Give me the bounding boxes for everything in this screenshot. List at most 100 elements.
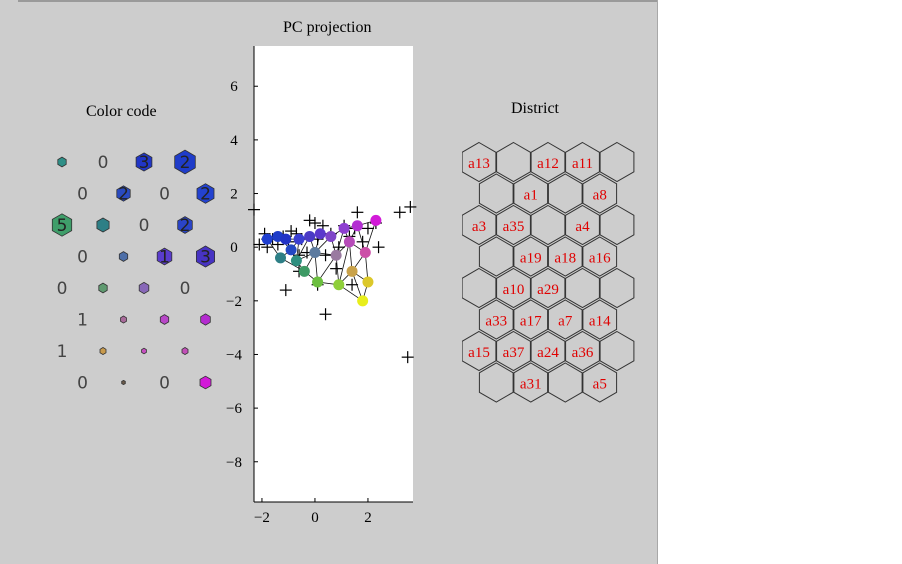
pc-projection-plot: 6 4 2 0 −2 −4 −6 −8 −2 0 2 bbox=[226, 46, 417, 526]
district-cell bbox=[530, 330, 566, 372]
district-label: a10 bbox=[503, 282, 525, 298]
y-tick-label: 4 bbox=[230, 133, 238, 149]
pc-projection-title: PC projection bbox=[283, 19, 372, 36]
color-code-cell bbox=[99, 347, 107, 355]
color-code-cell bbox=[121, 379, 126, 386]
som-node bbox=[357, 295, 369, 307]
district-cell bbox=[547, 173, 583, 214]
y-tick-label: −4 bbox=[226, 347, 242, 363]
data-point-cross bbox=[308, 217, 321, 230]
color-code-count: 0 bbox=[180, 279, 191, 299]
som-node bbox=[351, 220, 363, 232]
district-label: a12 bbox=[537, 156, 559, 172]
color-code-cell bbox=[96, 217, 110, 233]
color-code-count: 5 bbox=[57, 216, 68, 236]
y-tick-label: 2 bbox=[230, 187, 238, 203]
color-code-cell bbox=[181, 347, 189, 355]
som-node bbox=[261, 233, 273, 245]
district-label: a11 bbox=[572, 156, 593, 172]
district-cell bbox=[582, 173, 618, 214]
color-code-cell bbox=[57, 156, 67, 168]
som-node bbox=[359, 247, 371, 259]
som-edge bbox=[364, 220, 377, 253]
district-label: a29 bbox=[537, 282, 559, 298]
color-code-count: 0 bbox=[77, 374, 88, 394]
color-code-cell: 0 bbox=[159, 185, 170, 205]
color-code-cell: 0 bbox=[139, 216, 150, 236]
data-point-cross bbox=[356, 235, 369, 248]
district-cell bbox=[565, 141, 600, 183]
color-code-cell: 2 bbox=[116, 185, 131, 205]
top-border bbox=[18, 0, 658, 2]
district-label: a7 bbox=[558, 314, 573, 330]
district-cell bbox=[582, 236, 618, 277]
color-code-cell: 3 bbox=[135, 152, 153, 173]
som-node bbox=[330, 249, 342, 261]
color-code-count: 2 bbox=[180, 216, 191, 236]
som-node bbox=[333, 279, 345, 291]
district-cell bbox=[478, 236, 514, 277]
y-tick-label: −2 bbox=[226, 294, 242, 310]
som-node bbox=[298, 265, 310, 277]
color-code-count: 0 bbox=[57, 279, 68, 299]
som-node bbox=[325, 230, 337, 242]
color-code-title: Color code bbox=[86, 103, 157, 120]
color-code-cell: 1 bbox=[77, 311, 88, 331]
district-label: a37 bbox=[503, 345, 525, 361]
color-code-count: 1 bbox=[57, 342, 68, 362]
som-node bbox=[275, 252, 286, 264]
district-cell bbox=[496, 330, 531, 372]
color-code-count: 1 bbox=[77, 311, 88, 331]
district-cell bbox=[513, 362, 549, 403]
color-code-count: 0 bbox=[139, 216, 150, 236]
district-label: a19 bbox=[520, 251, 542, 267]
som-node bbox=[304, 230, 316, 242]
district-cell bbox=[582, 299, 618, 340]
district-cell bbox=[530, 204, 566, 246]
district-cell bbox=[461, 204, 497, 246]
data-point-cross bbox=[401, 351, 414, 364]
color-code-count: 0 bbox=[159, 185, 170, 205]
district-label: a36 bbox=[572, 345, 594, 361]
som-node bbox=[314, 228, 326, 240]
district-cell bbox=[513, 299, 549, 340]
x-tick-label: 2 bbox=[364, 510, 372, 526]
data-point-cross bbox=[330, 262, 343, 275]
color-code-cell bbox=[118, 251, 129, 262]
district-cell bbox=[547, 299, 583, 340]
district-cell bbox=[461, 267, 497, 309]
som-node bbox=[362, 276, 374, 288]
color-code-cell: 2 bbox=[196, 183, 215, 205]
plot-area bbox=[254, 46, 413, 502]
district-cell bbox=[513, 173, 549, 214]
som-node bbox=[285, 244, 297, 256]
district-cell bbox=[478, 362, 514, 403]
district-label: a18 bbox=[554, 251, 576, 267]
som-node bbox=[370, 214, 382, 226]
district-cell bbox=[547, 362, 583, 403]
district-cell bbox=[599, 267, 635, 309]
data-point-cross bbox=[351, 206, 364, 219]
som-node bbox=[312, 276, 324, 288]
y-tick-label: 6 bbox=[230, 79, 238, 95]
district-label: a31 bbox=[520, 377, 542, 393]
district-label: a16 bbox=[589, 251, 611, 267]
color-code-count: 3 bbox=[200, 248, 211, 268]
data-point-cross bbox=[319, 249, 332, 262]
color-code-cell bbox=[120, 315, 127, 324]
som-edge bbox=[338, 241, 350, 285]
data-point-cross bbox=[319, 308, 332, 321]
district-cell bbox=[461, 330, 497, 372]
district-cell bbox=[565, 330, 600, 372]
data-point-cross bbox=[303, 214, 316, 227]
data-point-cross bbox=[361, 222, 374, 235]
color-code-cell bbox=[199, 375, 212, 390]
district-cell bbox=[496, 204, 531, 246]
y-tick-label: −6 bbox=[226, 401, 242, 417]
district-label: a35 bbox=[503, 219, 525, 235]
district-label: a13 bbox=[468, 156, 490, 172]
district-cell bbox=[530, 267, 566, 309]
som-node bbox=[280, 233, 292, 245]
color-code-cell: 1 bbox=[57, 342, 68, 362]
